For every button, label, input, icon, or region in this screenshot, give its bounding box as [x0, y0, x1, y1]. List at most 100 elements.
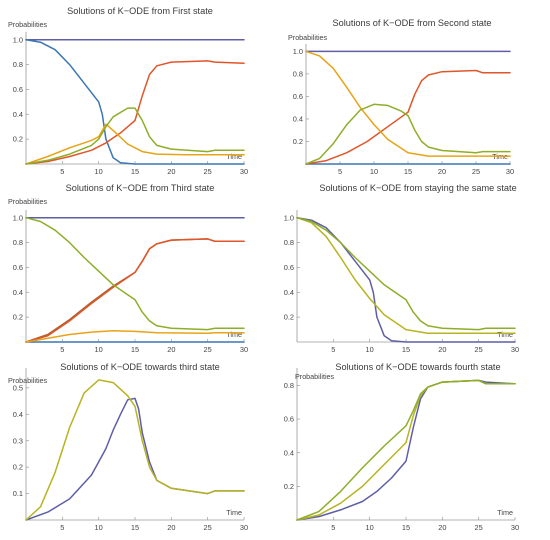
y-tick-label: 0.8	[284, 381, 294, 390]
x-tick-label: 30	[240, 345, 248, 354]
y-tick-label: 0.6	[13, 263, 23, 272]
y-tick-label: 0.4	[13, 410, 23, 419]
series-line-5	[305, 103, 511, 165]
x-tick-label: 5	[60, 167, 64, 176]
x-tick-label: 30	[240, 523, 248, 532]
x-axis-label: Time	[497, 330, 513, 339]
x-axis-label: Time	[226, 508, 242, 517]
x-tick-label: 10	[95, 345, 103, 354]
x-tick-label: 10	[366, 345, 374, 354]
y-tick-label: 0.8	[13, 238, 23, 247]
y-tick-label: 0.2	[293, 137, 303, 146]
series-line-3	[305, 69, 511, 165]
series-line-3	[25, 60, 245, 165]
y-axis-label: Probabilities	[8, 197, 48, 206]
chart-panel-5: Solutions of K−ODE towards third state 0.…	[8, 362, 248, 532]
chart-title: Solutions of K−ODE towards third state	[60, 362, 220, 372]
x-tick-label: 25	[475, 345, 483, 354]
y-tick-label: 1.0	[284, 213, 294, 222]
series-line-2	[25, 38, 245, 165]
y-tick-label: 0.6	[293, 92, 303, 101]
series-line-6	[25, 216, 245, 331]
x-tick-label: 10	[95, 167, 103, 176]
chart-panel-4: Solutions of K−ODE from staying the same…	[284, 183, 519, 354]
y-tick-label: 0.2	[13, 135, 23, 144]
series-line-4	[25, 123, 245, 165]
x-tick-label: 5	[331, 523, 335, 532]
series-line-3	[25, 238, 245, 343]
x-tick-label: 15	[402, 523, 410, 532]
y-tick-label: 0.2	[13, 463, 23, 472]
x-tick-label: 15	[131, 167, 139, 176]
y-axis-label: Probabilities	[295, 372, 335, 381]
y-tick-label: 1.0	[293, 47, 303, 56]
y-tick-label: 0.2	[284, 482, 294, 491]
x-tick-label: 10	[95, 523, 103, 532]
y-tick-label: 0.2	[13, 313, 23, 322]
x-tick-label: 20	[438, 167, 446, 176]
y-axis-label: Probabilities	[8, 20, 48, 29]
chart-panel-1: Solutions of K−ODE from First state 0.2 0.…	[8, 6, 248, 176]
chart-panel-6: Solutions of K−ODE towards fourth state 0…	[284, 362, 519, 532]
series-line-4	[305, 50, 511, 157]
x-tick-label: 15	[402, 345, 410, 354]
x-tick-label: 20	[438, 523, 446, 532]
series-line-2	[25, 379, 245, 521]
x-tick-label: 25	[475, 523, 483, 532]
y-tick-label: 0.4	[284, 288, 294, 297]
x-tick-label: 20	[167, 167, 175, 176]
x-tick-label: 5	[60, 345, 64, 354]
y-tick-label: 0.4	[293, 115, 303, 124]
y-tick-label: 0.3	[13, 436, 23, 445]
x-axis-label: Time	[226, 152, 242, 161]
series-line-2	[296, 379, 516, 521]
x-tick-label: 20	[167, 345, 175, 354]
series-line-2	[296, 216, 516, 335]
y-tick-label: 0.2	[284, 313, 294, 322]
y-tick-label: 0.4	[13, 110, 23, 119]
x-tick-label: 30	[511, 523, 519, 532]
chart-panel-2: Solutions of K−ODE from Second state 0.2 0…	[288, 18, 514, 176]
x-tick-label: 30	[511, 345, 519, 354]
x-tick-label: 5	[60, 523, 64, 532]
x-tick-label: 20	[167, 523, 175, 532]
chart-title: Solutions of K−ODE from Second state	[332, 18, 491, 28]
y-axis-label: Probabilities	[288, 33, 328, 42]
x-tick-label: 25	[204, 167, 212, 176]
x-axis-label: Time	[497, 508, 513, 517]
y-tick-label: 0.8	[284, 238, 294, 247]
y-tick-label: 0.6	[284, 415, 294, 424]
series-line-1	[296, 216, 516, 343]
series-line-5	[25, 107, 245, 165]
chart-title: Solutions of K−ODE from Third state	[66, 183, 215, 193]
x-axis-label: Time	[226, 330, 242, 339]
series-line-1	[296, 379, 516, 521]
series-line-3	[296, 216, 516, 331]
x-tick-label: 15	[131, 345, 139, 354]
y-tick-label: 0.6	[13, 85, 23, 94]
x-tick-label: 20	[438, 345, 446, 354]
y-tick-label: 0.4	[284, 448, 294, 457]
x-tick-label: 30	[240, 167, 248, 176]
x-tick-label: 5	[338, 167, 342, 176]
y-tick-label: 0.4	[13, 288, 23, 297]
x-tick-label: 5	[331, 345, 335, 354]
y-tick-label: 0.8	[13, 60, 23, 69]
x-tick-label: 15	[404, 167, 412, 176]
x-tick-label: 15	[131, 523, 139, 532]
y-tick-label: 1.0	[13, 213, 23, 222]
chart-title: Solutions of K−ODE from First state	[67, 6, 213, 16]
x-tick-label: 25	[204, 345, 212, 354]
x-tick-label: 30	[506, 167, 514, 176]
y-tick-label: 0.1	[13, 489, 23, 498]
series-line-5	[25, 330, 245, 343]
y-axis-label: Probabilities	[8, 376, 48, 385]
y-tick-label: 0.6	[284, 263, 294, 272]
x-tick-label: 10	[370, 167, 378, 176]
chart-title: Solutions of K−ODE from staying the same…	[319, 183, 516, 193]
y-tick-label: 0.5	[13, 383, 23, 392]
x-tick-label: 25	[204, 523, 212, 532]
series-line-3	[296, 379, 516, 521]
